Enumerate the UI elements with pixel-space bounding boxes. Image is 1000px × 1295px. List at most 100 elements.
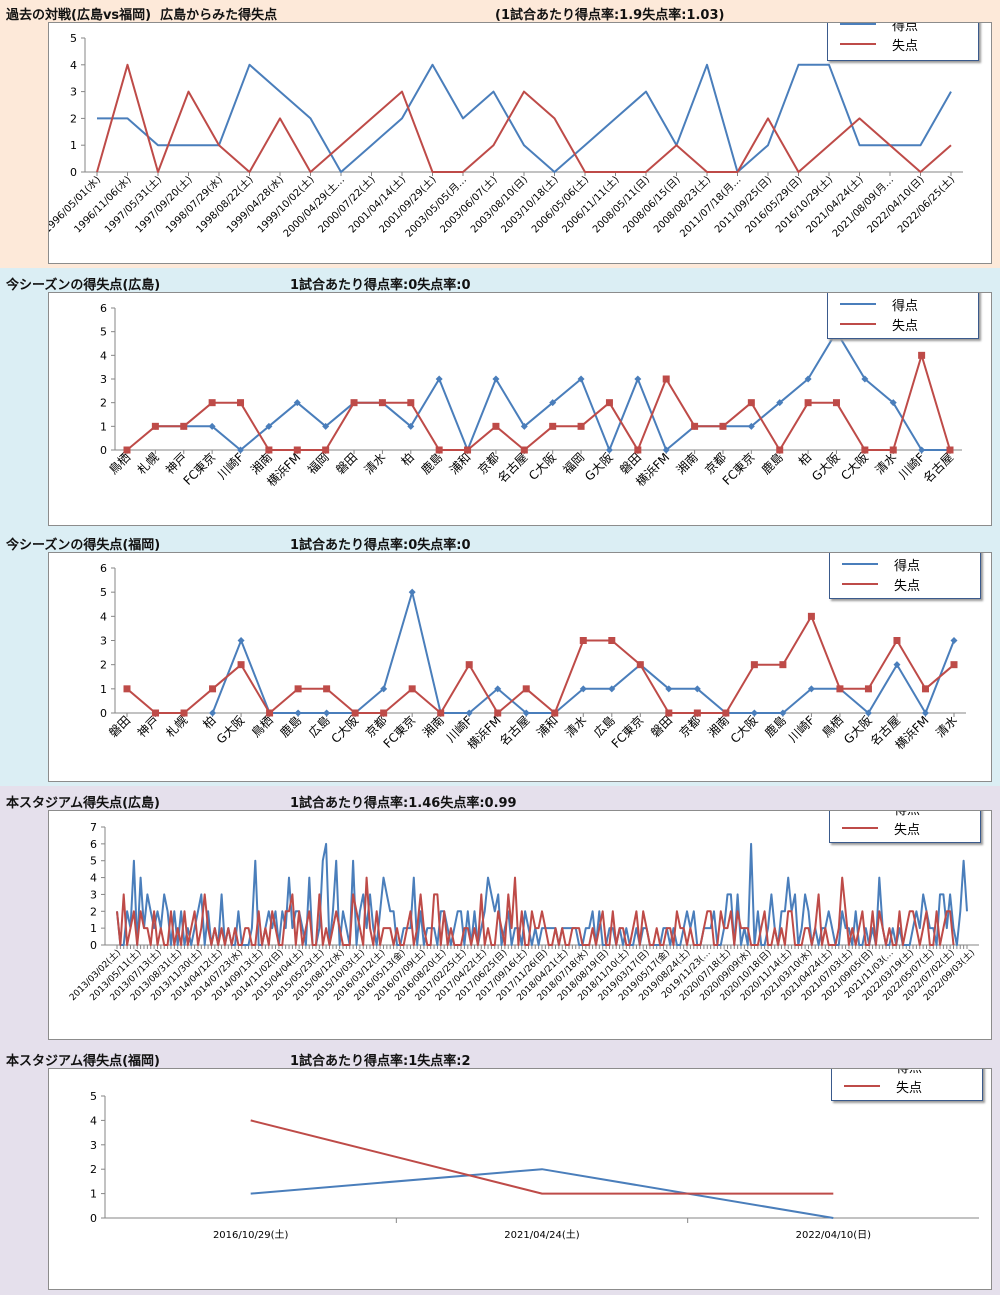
chart-area: 0 1 2 3 4 5 1996/05/01(水) 1996/11/06(水) 1997/05/… (48, 22, 992, 264)
x-tick-label: 1998/07/29(水) (163, 174, 225, 236)
series-loss-point (722, 709, 730, 717)
x-tick-label: 鳥栖 (106, 450, 134, 478)
panel-title: 過去の対戦(広島vs福岡) 広島からみた得失点 (6, 8, 278, 23)
panel-stats: (1試合あたり得点率:1.9失点率:1.03) (495, 8, 725, 23)
series-loss-point (832, 399, 840, 407)
y-tick-label: 0 (100, 707, 107, 720)
series-score-line (250, 1168, 834, 1219)
legend-swatch-loss (840, 323, 876, 325)
line-chart-svg: 0123456鳥栖 札幌 神戸FC東京川崎F 湘南横浜FM 福岡 磐田 清水柏鹿島 浦和 京都名… (100, 302, 962, 489)
legend: 得点 失点 (829, 811, 981, 843)
series-loss-point (577, 422, 585, 430)
series-score-point (494, 685, 502, 693)
legend-item-loss: 失点 (830, 818, 980, 838)
legend: 得点 失点 (827, 293, 979, 339)
legend-item-loss: 失点 (832, 1076, 982, 1096)
x-tick-label: 鹿島 (761, 713, 789, 741)
series-loss-point (889, 446, 897, 454)
series-loss-point (522, 685, 530, 693)
x-tick-label: 浦和 (534, 713, 561, 740)
series-loss-point (407, 399, 415, 407)
series-score-line (155, 330, 950, 451)
legend: 得点 失点 (829, 553, 981, 599)
series-loss-point (864, 685, 872, 693)
y-tick-label: 6 (100, 562, 107, 575)
series-score-point (750, 709, 758, 717)
series-loss-point (918, 351, 926, 359)
y-tick-label: 0 (90, 939, 97, 952)
legend-label: 失点 (892, 319, 919, 334)
series-loss-point (861, 446, 869, 454)
series-score-point (662, 446, 670, 454)
legend-item-score: 得点 (828, 23, 978, 34)
legend-label: 失点 (894, 823, 921, 838)
line-chart-svg: 0123451996/05/01(水)1996/11/06(水)1997/05/… (49, 32, 963, 240)
series-score-point (634, 375, 642, 383)
series-loss-point (151, 422, 159, 430)
legend-item-score: 得点 (828, 294, 978, 314)
y-tick-label: 4 (90, 872, 97, 885)
legend-label: 得点 (896, 1068, 923, 1076)
series-loss-point (551, 709, 559, 717)
series-loss-point (776, 446, 784, 454)
series-score-point (209, 709, 217, 717)
y-tick-label: 1 (90, 922, 97, 935)
series-score-point (492, 375, 500, 383)
panel-stats: 1試合あたり得点率:1.46失点率:0.99 (290, 796, 517, 811)
series-score-point (921, 709, 929, 717)
legend: 得点 失点 (827, 23, 979, 61)
y-tick-label: 4 (70, 59, 77, 72)
x-tick-label: 柏 (398, 450, 417, 469)
chart-area: 0 1 2 3 4 5 2016/10/29(土) 2021/04/24(土) 2022/04/… (48, 1068, 992, 1290)
series-loss-point (747, 399, 755, 407)
series-score-point (804, 375, 812, 383)
y-tick-label: 5 (90, 855, 97, 868)
series-score-point (889, 399, 897, 407)
series-loss-point (636, 661, 644, 669)
series-loss-point (579, 637, 587, 644)
series-loss-point (807, 612, 815, 620)
series-score-point (779, 709, 787, 717)
x-tick-label: 磐田 (333, 450, 360, 477)
series-loss-line (126, 615, 955, 714)
series-score-point (522, 709, 530, 717)
series-loss-point (152, 709, 160, 717)
y-tick-label: 0 (100, 444, 107, 457)
series-loss-point (608, 637, 616, 644)
panel-hiroshima-season: 今シーズンの得失点(広島) 1試合あたり得点率:0失点率:0 0 1 2 3 4 5 6 鳥栖… (0, 268, 1000, 530)
y-tick-label: 3 (90, 888, 97, 901)
legend-item-loss: 失点 (828, 34, 978, 54)
series-loss-point (323, 685, 331, 693)
x-tick-label: G大阪 (582, 450, 615, 483)
legend-swatch-loss (842, 827, 878, 829)
series-score-point (322, 422, 330, 430)
y-tick-label: 0 (70, 166, 77, 179)
series-loss-point (750, 661, 758, 669)
legend-swatch-loss (842, 583, 878, 585)
x-tick-label: 湘南 (419, 713, 447, 741)
panel-fukuoka-season: 今シーズンの得失点(福岡) 1試合あたり得点率:0失点率:0 0 1 2 3 4 5 6 磐田… (0, 530, 1000, 786)
series-loss-point (549, 422, 557, 430)
y-tick-label: 1 (100, 420, 107, 433)
series-loss-point (950, 661, 958, 669)
series-loss-line (96, 63, 952, 173)
series-score-point (549, 399, 557, 407)
x-tick-label: 川崎F (786, 713, 818, 745)
x-tick-label: 鹿島 (418, 450, 446, 478)
x-tick-label: 2021/04/24(土) (504, 1228, 580, 1241)
legend-label: 失点 (894, 579, 921, 594)
x-tick-label: 名古屋 (494, 450, 530, 486)
series-score-point (665, 685, 673, 693)
series-loss-point (265, 446, 273, 454)
x-tick-label: G大阪 (809, 450, 842, 483)
series-loss-point (293, 446, 301, 454)
legend: 得点 失点 (831, 1068, 983, 1101)
series-loss-point (209, 685, 217, 693)
series-score-point (807, 685, 815, 693)
series-loss-line (116, 876, 955, 946)
series-loss-point (893, 637, 901, 644)
y-tick-label: 6 (90, 838, 97, 851)
series-loss-point (322, 446, 330, 454)
series-loss-point (494, 709, 502, 717)
series-score-point (265, 422, 273, 430)
